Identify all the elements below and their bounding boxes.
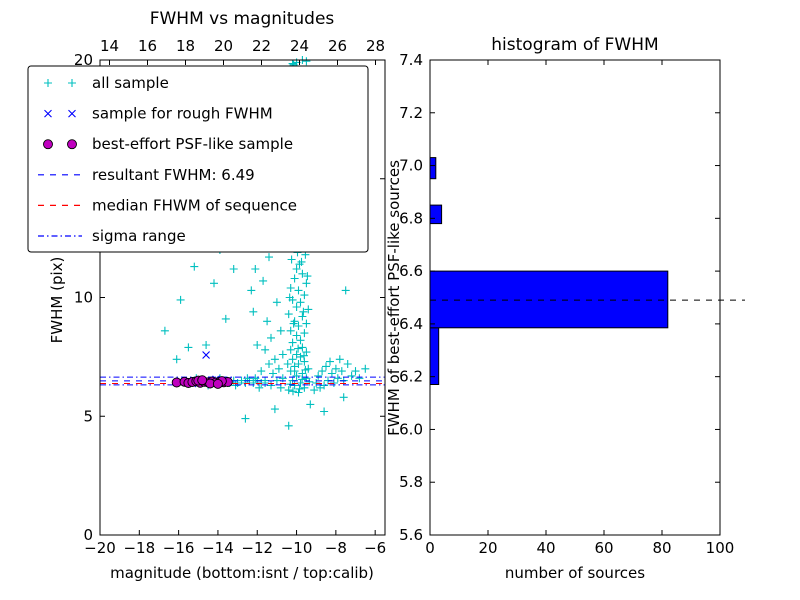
legend-item: sigma range xyxy=(38,227,186,245)
legend-item-label: all sample xyxy=(92,74,169,92)
legend-item-label: resultant FWHM: 6.49 xyxy=(92,166,255,184)
x-tick-label-top: 16 xyxy=(138,37,157,55)
left-plot-ylabel: FWHM (pix) xyxy=(48,257,66,344)
x-tick-label-bottom: −20 xyxy=(84,539,116,557)
x-tick-label-top: 14 xyxy=(100,37,119,55)
left-plot-title: FWHM vs magnitudes xyxy=(150,9,335,29)
legend-item-label: best-effort PSF-like sample xyxy=(92,135,293,153)
x-tick-label-bottom: −12 xyxy=(241,539,273,557)
y-tick-label: 7.4 xyxy=(399,51,423,69)
x-tick-label-bottom: −14 xyxy=(202,539,234,557)
y-tick-label: 6.2 xyxy=(399,368,423,386)
x-tick-label-top: 24 xyxy=(290,37,309,55)
y-tick-label: 6.0 xyxy=(399,420,423,438)
right-axes-frame xyxy=(429,59,721,536)
plus-marker-icon xyxy=(44,79,76,87)
histogram-bar xyxy=(429,270,669,329)
legend: all sample sample for rough FWHM best-effo… xyxy=(27,65,369,253)
y-tick-label: 10 xyxy=(74,289,93,307)
x-tick-label-bottom: −6 xyxy=(364,539,386,557)
psf-sample-point xyxy=(212,378,223,389)
circle-marker-icon xyxy=(67,139,77,150)
x-marker-icon xyxy=(44,109,76,118)
best-effort-psf-like-sample-points xyxy=(171,375,233,389)
legend-item: median FHWM of sequence xyxy=(38,196,297,214)
y-tick-label: 20 xyxy=(74,51,93,69)
histogram-bar xyxy=(429,327,440,385)
x-tick-label-top: 20 xyxy=(214,37,233,55)
y-tick-label: 5.8 xyxy=(399,473,423,491)
y-tick-label: 7.0 xyxy=(399,157,423,175)
x-tick-label-bottom: −16 xyxy=(163,539,195,557)
histogram-bar xyxy=(429,157,437,180)
legend-item: sample for rough FWHM xyxy=(44,105,273,123)
y-tick-label: 6.4 xyxy=(399,315,423,333)
x-tick-label: 20 xyxy=(478,539,497,557)
x-tick-label: 100 xyxy=(706,539,735,557)
y-tick-label: 6.8 xyxy=(399,209,423,227)
legend-item-label: median FHWM of sequence xyxy=(92,196,297,214)
right-plot-title: histogram of FWHM xyxy=(491,35,658,55)
y-tick-label: 0 xyxy=(83,526,93,544)
left-plot-xlabel: magnitude (bottom:isnt / top:calib) xyxy=(110,564,374,582)
x-tick-label: 0 xyxy=(425,539,435,557)
psf-sample-point xyxy=(197,375,208,386)
legend-item: resultant FWHM: 6.49 xyxy=(38,166,255,184)
x-tick-label-top: 18 xyxy=(176,37,195,55)
x-tick-label-bottom: −8 xyxy=(325,539,347,557)
histogram-bar xyxy=(429,204,443,225)
right-plot: 0 20 40 60 80 100 5.6 5.8 6.0 6.2 6.4 6.6 6.8 7.0 7.2 7… xyxy=(399,51,745,557)
x-tick-label-top: 28 xyxy=(366,37,385,55)
left-plot: −20 −18 −16 −14 −12 −10 −8 −6 14 16 18 20 22 24 26 28 0 5… xyxy=(27,37,386,557)
x-tick-label: 60 xyxy=(594,539,613,557)
x-tick-label-top: 22 xyxy=(252,37,271,55)
x-tick-label: 80 xyxy=(652,539,671,557)
legend-item: best-effort PSF-like sample xyxy=(43,135,293,153)
legend-item-label: sigma range xyxy=(92,227,186,245)
legend-item-label: sample for rough FWHM xyxy=(92,105,273,123)
x-tick-label: 40 xyxy=(536,539,555,557)
x-tick-label-bottom: −10 xyxy=(281,539,313,557)
right-plot-ylabel: FWHM of best-effort PSF-like sources xyxy=(385,160,403,436)
circle-marker-icon xyxy=(43,139,53,150)
y-tick-label: 5.6 xyxy=(399,526,423,544)
y-tick-label: 6.6 xyxy=(399,262,423,280)
y-tick-label: 5 xyxy=(83,407,93,425)
x-tick-label-bottom: −18 xyxy=(123,539,155,557)
legend-box xyxy=(27,65,369,253)
legend-item: all sample xyxy=(44,74,169,92)
y-tick-label: 7.2 xyxy=(399,104,423,122)
right-plot-xlabel: number of sources xyxy=(505,564,645,582)
x-tick-label-top: 26 xyxy=(328,37,347,55)
